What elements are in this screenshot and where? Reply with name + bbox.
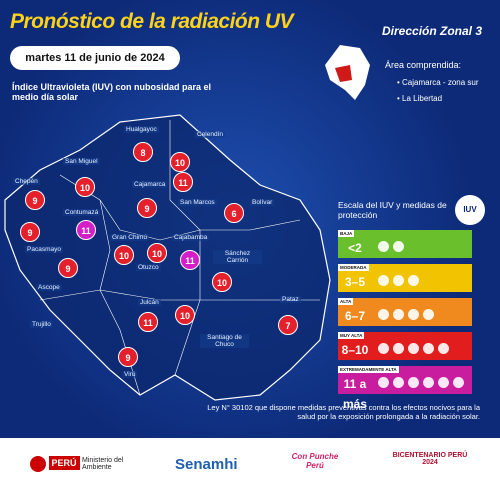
- protection-icon: [378, 275, 389, 286]
- protection-icon: [438, 377, 449, 388]
- subtitle: Índice Ultravioleta (IUV) con nubosidad …: [12, 82, 212, 102]
- protection-icon: [423, 309, 434, 320]
- level-range: 6–7: [344, 309, 366, 323]
- inset-map: [325, 45, 370, 100]
- province-label: Otuzco: [136, 264, 161, 271]
- uv-marker: 11: [138, 312, 158, 332]
- region-outline: [4, 114, 331, 401]
- level-name: MODERADA: [338, 264, 369, 271]
- protection-icon: [438, 343, 449, 354]
- protection-icon: [393, 275, 404, 286]
- level-name: MUY ALTA: [338, 332, 365, 339]
- uv-marker: 9: [20, 222, 40, 242]
- uv-marker: 7: [278, 315, 298, 335]
- uv-marker: 9: [25, 190, 45, 210]
- scale-row: ALTA 6–7: [338, 298, 472, 326]
- scale-title: Escala del IUV y medidas de protección: [338, 200, 447, 220]
- protection-icon: [408, 275, 419, 286]
- province-label: Trujillo: [30, 321, 53, 328]
- province-label: Julcán: [138, 299, 161, 306]
- uv-marker: 6: [224, 203, 244, 223]
- date: martes 11 de junio de 2024: [10, 46, 180, 70]
- title: Pronóstico de la radiación UV: [10, 10, 294, 33]
- header-panel: Pronóstico de la radiación UV martes 11 …: [0, 0, 500, 438]
- protection-icon: [408, 343, 419, 354]
- protection-icon: [408, 309, 419, 320]
- area-text: La Libertad: [402, 94, 443, 103]
- protection-icon: [378, 377, 389, 388]
- uv-marker: 10: [147, 243, 167, 263]
- protection-icon: [408, 377, 419, 388]
- level-range: 11 a más: [342, 377, 368, 411]
- ministry: Ministerio del Ambiente: [82, 457, 124, 471]
- protection-icon: [393, 309, 404, 320]
- protection-icon: [378, 343, 389, 354]
- senamhi: Senamhi: [175, 456, 238, 473]
- protection-icon: [423, 377, 434, 388]
- area: • La Libertad: [397, 94, 443, 103]
- province-label: Pataz: [280, 296, 301, 303]
- scale-row: MODERADA 3–5: [338, 264, 472, 292]
- province-label: Gran Chimú: [110, 234, 150, 241]
- province-label: San Marcos: [178, 199, 217, 206]
- province-label: Virú: [122, 371, 138, 378]
- protection-icon: [378, 309, 389, 320]
- uv-marker: 11: [173, 172, 193, 192]
- uv-marker: 10: [170, 152, 190, 172]
- province-label: Santiago de Chuco: [200, 334, 249, 348]
- province-label: Contumazá: [63, 209, 101, 216]
- uv-marker: 9: [118, 347, 138, 367]
- uv-marker: 9: [58, 258, 78, 278]
- peru: PERÚ: [48, 456, 80, 471]
- level-range: 3–5: [344, 275, 366, 289]
- iuv-icon: IUV: [455, 195, 485, 225]
- uv-marker: 10: [175, 305, 195, 325]
- province-label: Hualgayoc: [124, 126, 159, 133]
- level-range: 8–10: [341, 343, 369, 357]
- region: Dirección Zonal 3: [382, 24, 483, 38]
- province-label: San Miguel: [63, 158, 100, 165]
- province-label: Chepén: [13, 178, 40, 185]
- level-range: <2: [348, 241, 362, 255]
- area: • Cajamarca - zona sur: [397, 78, 479, 87]
- province-label: Sánchez Carrión: [213, 250, 262, 264]
- scale-row: MUY ALTA 8–10: [338, 332, 472, 360]
- emblem: [30, 456, 46, 472]
- uv-marker: 10: [114, 245, 134, 265]
- protection-icon: [393, 241, 404, 252]
- bicentenario: BICENTENARIO PERÚ 2024: [392, 452, 468, 466]
- uv-marker: 11: [180, 250, 200, 270]
- protection-icon: [423, 343, 434, 354]
- uv-marker: 10: [212, 272, 232, 292]
- uv-marker: 8: [133, 142, 153, 162]
- province-label: Pacasmayo: [25, 246, 63, 253]
- area-label: Área comprendida:: [385, 60, 462, 70]
- uv-marker: 9: [137, 198, 157, 218]
- note: Ley N° 30102 que dispone medidas prevent…: [207, 403, 480, 421]
- border: [169, 120, 201, 376]
- level-name: ALTA: [338, 298, 354, 305]
- scale-row: EXTREMADAMENTE ALTA 11 a más: [338, 366, 472, 411]
- province-label: Bolívar: [250, 199, 275, 206]
- scale-row: BAJA <2: [338, 230, 472, 258]
- province-label: Cajamarca: [132, 181, 168, 188]
- province-label: Ascope: [36, 284, 62, 291]
- province-label: Cajabamba: [172, 234, 210, 241]
- level-name: EXTREMADAMENTE ALTA: [338, 366, 399, 373]
- protection-icon: [393, 377, 404, 388]
- area-text: Cajamarca - zona sur: [402, 78, 479, 87]
- protection-icon: [378, 241, 389, 252]
- uv-marker: 10: [75, 177, 95, 197]
- punche: Con Punche Perú: [291, 452, 339, 470]
- protection-icon: [453, 377, 464, 388]
- uv-marker: 11: [76, 220, 96, 240]
- level-name: BAJA: [338, 230, 355, 237]
- inset-highlight: [335, 65, 352, 82]
- province-label: Celendín: [195, 131, 226, 138]
- protection-icon: [393, 343, 404, 354]
- minam-logo: PERÚ Ministerio del Ambiente: [30, 456, 150, 478]
